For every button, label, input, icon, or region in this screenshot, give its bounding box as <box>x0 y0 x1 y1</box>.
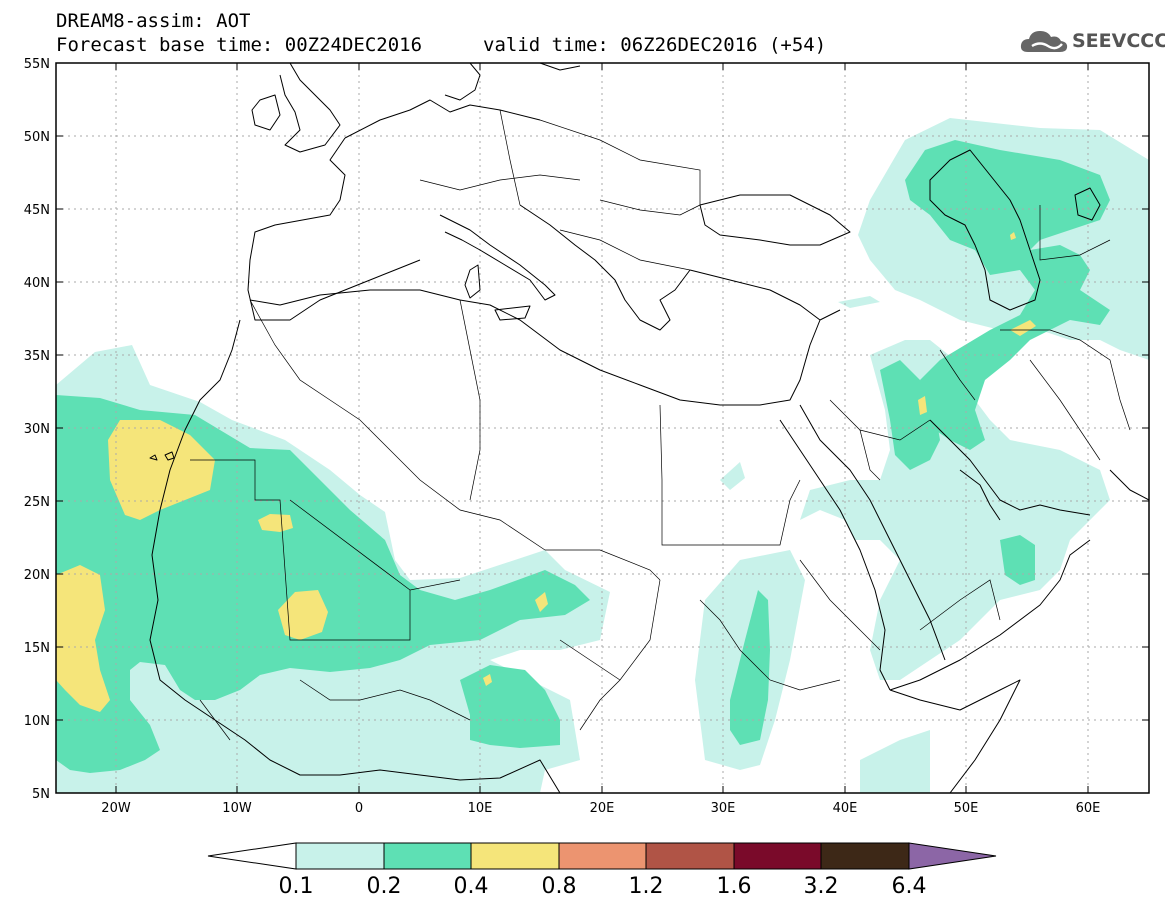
lon-label-60e: 60E <box>1076 801 1101 816</box>
colorbar-swatch-1 <box>383 842 472 870</box>
country-borders <box>190 109 1131 741</box>
lon-label-20w: 20W <box>101 801 131 816</box>
map-title: DREAM8-assim: AOT <box>56 10 251 32</box>
colorbar-label-1.2: 1.2 <box>629 874 664 899</box>
seevccc-logo: SEEVCCC <box>1018 24 1165 58</box>
valid-time: valid time: 06Z26DEC2016 (+54) <box>483 34 827 56</box>
axis-ticks <box>56 63 1149 793</box>
colorbar-label-0.1: 0.1 <box>279 874 314 899</box>
colorbar-label-6.4: 6.4 <box>892 874 927 899</box>
lon-label-10w: 10W <box>222 801 252 816</box>
lat-label-55n: 55N <box>24 57 50 72</box>
colorbar-swatch-3 <box>558 842 647 870</box>
colorbar-swatch-5 <box>733 842 822 870</box>
lat-label-50n: 50N <box>24 130 50 145</box>
colorbar-swatch-2 <box>470 842 560 870</box>
colorbar <box>207 842 997 870</box>
colorbar-swatch-4 <box>645 842 735 870</box>
colorbar-swatch-6 <box>820 842 910 870</box>
lat-label-45n: 45N <box>24 203 50 218</box>
cloud-icon <box>1020 31 1068 52</box>
colorbar-label-0.8: 0.8 <box>542 874 577 899</box>
colorbar-swatch-0 <box>295 842 385 870</box>
lat-label-30n: 30N <box>24 422 50 437</box>
lat-label-10n: 10N <box>24 714 50 729</box>
colorbar-over-arrow <box>908 842 997 870</box>
lat-label-25n: 25N <box>24 495 50 510</box>
lon-label-40e: 40E <box>833 801 858 816</box>
colorbar-label-0.2: 0.2 <box>367 874 402 899</box>
lon-label-0: 0 <box>355 801 363 816</box>
lat-label-5n: 5N <box>32 787 50 802</box>
coastlines <box>149 63 1149 793</box>
lat-label-35n: 35N <box>24 349 50 364</box>
forecast-base-time: Forecast base time: 00Z24DEC2016 <box>56 34 423 56</box>
graticule <box>56 63 1149 793</box>
colorbar-label-1.6: 1.6 <box>717 874 752 899</box>
lon-label-30e: 30E <box>711 801 736 816</box>
colorbar-label-0.4: 0.4 <box>454 874 489 899</box>
lon-label-20e: 20E <box>590 801 615 816</box>
colorbar-label-3.2: 3.2 <box>804 874 839 899</box>
lat-label-15n: 15N <box>24 641 50 656</box>
lon-label-10e: 10E <box>468 801 493 816</box>
lat-label-40n: 40N <box>24 276 50 291</box>
colorbar-under-arrow <box>207 842 297 870</box>
lon-label-50e: 50E <box>954 801 979 816</box>
aot-shading <box>56 118 1149 793</box>
logo-text: SEEVCCC <box>1072 30 1165 52</box>
lat-label-20n: 20N <box>24 568 50 583</box>
